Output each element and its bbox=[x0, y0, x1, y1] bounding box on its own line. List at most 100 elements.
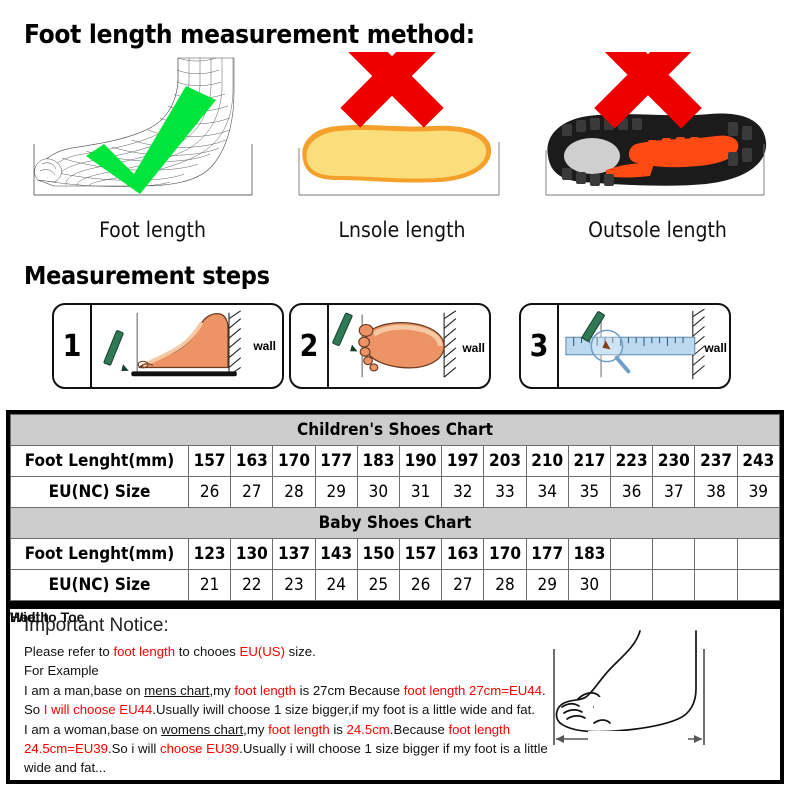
cell-eu-size: 26 bbox=[399, 569, 443, 601]
cell-eu-size bbox=[652, 569, 696, 601]
cell-eu-size: 38 bbox=[694, 476, 738, 508]
size-chart-table: Children's Shoes Chart Foot Lenght(mm) 157… bbox=[6, 410, 784, 605]
cell-eu-size: 33 bbox=[483, 476, 527, 508]
cell-foot-length: 170 bbox=[483, 538, 527, 570]
cell-eu-size: 22 bbox=[230, 569, 274, 601]
step-panel-1: 1 wal bbox=[52, 303, 284, 389]
notice-body: Please refer to foot length to chooes EU… bbox=[24, 642, 564, 778]
table-row: EU(NC) Size 26 27 28 29 30 31 32 33 34 35 36 37 38 39 bbox=[10, 476, 781, 508]
pencil-icon bbox=[581, 311, 611, 350]
cell-eu-size: 29 bbox=[525, 569, 569, 601]
cell-eu-size: 30 bbox=[356, 476, 401, 508]
cell-eu-size: 25 bbox=[356, 569, 401, 601]
notice-line: wide and fat... bbox=[24, 760, 107, 776]
pencil-icon bbox=[332, 312, 358, 352]
cell-foot-length bbox=[610, 538, 654, 570]
cell-foot-length bbox=[736, 538, 781, 570]
cell-eu-size: 30 bbox=[567, 569, 612, 601]
row-label-eu-size: EU(NC) Size bbox=[10, 569, 189, 601]
red-cross-mark bbox=[593, 52, 703, 129]
illustration-insole-length: Lnsole length bbox=[293, 52, 511, 242]
cell-foot-length: 163 bbox=[441, 538, 485, 570]
red-cross-mark bbox=[340, 52, 444, 128]
table-row: EU(NC) Size 21 22 23 24 25 26 27 28 29 30 bbox=[10, 569, 781, 601]
illustration-outsole-length: Outsole length bbox=[540, 52, 775, 242]
cell-eu-size: 24 bbox=[314, 569, 358, 601]
cell-foot-length: 123 bbox=[187, 538, 232, 570]
row-label-eu-size: EU(NC) Size bbox=[10, 476, 189, 508]
row-label-foot-length: Foot Lenght(mm) bbox=[10, 445, 189, 477]
cell-eu-size: 39 bbox=[736, 476, 781, 508]
step-number: 3 bbox=[521, 305, 559, 387]
cell-foot-length: 183 bbox=[356, 445, 401, 477]
cell-foot-length: 223 bbox=[610, 445, 654, 477]
chart-title-row: Baby Shoes Chart bbox=[10, 507, 780, 539]
steps-title: Measurement steps bbox=[24, 261, 270, 290]
cell-eu-size: 31 bbox=[399, 476, 443, 508]
cell-foot-length: 177 bbox=[314, 445, 358, 477]
cell-foot-length: 217 bbox=[567, 445, 612, 477]
important-notice-box: Important Notice: Please refer to foot l… bbox=[6, 605, 784, 784]
step-panel-3: 3 bbox=[519, 303, 731, 389]
step-panel-2: 2 bbox=[289, 303, 491, 389]
cell-foot-length: 163 bbox=[230, 445, 274, 477]
notice-line: 24.5cm=EU39.So i will choose EU39.Usuall… bbox=[24, 741, 548, 757]
notice-line: I am a man,base on mens chart,my foot le… bbox=[24, 682, 546, 698]
wall-label: wall bbox=[253, 339, 276, 353]
cell-foot-length: 190 bbox=[399, 445, 443, 477]
measurement-steps-row: 1 wal bbox=[0, 303, 790, 395]
step-number: 2 bbox=[291, 305, 329, 387]
illustration-row: Foot length Lnsole length bbox=[0, 52, 790, 242]
cell-foot-length: 177 bbox=[525, 538, 569, 570]
wall-hatch-icon bbox=[443, 310, 457, 378]
page-title: Foot length measurement method: bbox=[24, 20, 475, 50]
step-number: 1 bbox=[54, 305, 92, 387]
cell-foot-length: 130 bbox=[230, 538, 274, 570]
table-row: Foot Lenght(mm) 123 130 137 143 150 157 163 170 1… bbox=[10, 538, 781, 570]
cell-eu-size: 32 bbox=[441, 476, 485, 508]
cell-eu-size: 36 bbox=[610, 476, 654, 508]
cell-eu-size: 29 bbox=[314, 476, 358, 508]
illustration-caption: Foot length bbox=[99, 218, 206, 242]
cell-foot-length: 197 bbox=[441, 445, 485, 477]
foot-measure-diagram bbox=[553, 630, 705, 749]
cell-foot-length: 183 bbox=[567, 538, 612, 570]
cell-eu-size: 34 bbox=[525, 476, 569, 508]
chart-title: Baby Shoes Chart bbox=[10, 507, 780, 539]
illustration-caption: Lnsole length bbox=[338, 218, 466, 242]
cell-eu-size: 26 bbox=[187, 476, 232, 508]
wall-hatch-icon bbox=[228, 310, 242, 376]
notice-heading: Important Notice: bbox=[24, 615, 169, 636]
cell-foot-length: 143 bbox=[314, 538, 358, 570]
cell-eu-size: 35 bbox=[567, 476, 612, 508]
cell-foot-length bbox=[652, 538, 696, 570]
cell-eu-size: 23 bbox=[272, 569, 316, 601]
cell-foot-length: 157 bbox=[187, 445, 232, 477]
cell-eu-size: 28 bbox=[483, 569, 527, 601]
cell-foot-length bbox=[694, 538, 738, 570]
cell-foot-length: 210 bbox=[525, 445, 569, 477]
cell-eu-size: 21 bbox=[187, 569, 232, 601]
cell-foot-length: 230 bbox=[652, 445, 696, 477]
insole-icon bbox=[298, 52, 500, 196]
cell-foot-length: 170 bbox=[272, 445, 316, 477]
outsole-icon bbox=[545, 52, 767, 196]
row-label-foot-length: Foot Lenght(mm) bbox=[10, 538, 189, 570]
cell-eu-size: 27 bbox=[230, 476, 274, 508]
cell-eu-size bbox=[694, 569, 738, 601]
cell-foot-length: 157 bbox=[399, 538, 443, 570]
chart-title: Children's Shoes Chart bbox=[10, 414, 780, 446]
mesh-foot-icon bbox=[33, 57, 253, 196]
cell-foot-length: 237 bbox=[694, 445, 738, 477]
ruler-icon bbox=[565, 336, 696, 356]
chart-title-row: Children's Shoes Chart bbox=[10, 414, 780, 446]
pencil-icon bbox=[103, 330, 129, 371]
cell-eu-size: 27 bbox=[441, 569, 485, 601]
cell-foot-length: 203 bbox=[483, 445, 527, 477]
cell-eu-size: 37 bbox=[652, 476, 696, 508]
cell-eu-size bbox=[736, 569, 781, 601]
cell-eu-size: 28 bbox=[272, 476, 316, 508]
cell-foot-length: 150 bbox=[356, 538, 401, 570]
table-row: Foot Lenght(mm) 157 163 170 177 183 190 197 203 2… bbox=[10, 445, 781, 477]
diagram-width-label: Width bbox=[10, 609, 49, 625]
